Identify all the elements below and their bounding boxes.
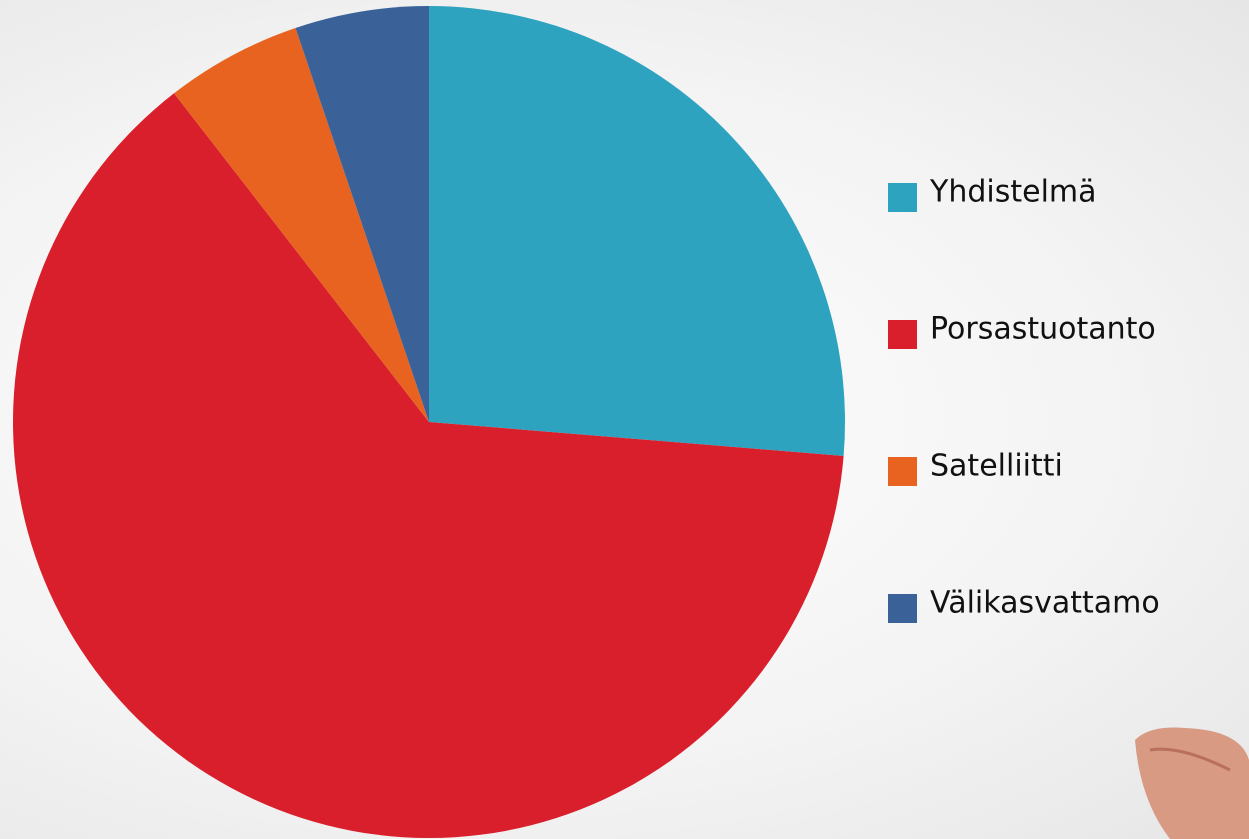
pie-slice: [174, 28, 429, 422]
pie-slice: [429, 6, 845, 456]
legend-swatch: [888, 594, 917, 623]
pig-ear: [1135, 727, 1249, 839]
legend-label: Porsastuotanto: [930, 312, 1156, 347]
pie-slice: [295, 6, 429, 422]
legend-swatch: [888, 457, 917, 486]
legend-swatch: [888, 183, 917, 212]
pig-image: [1135, 727, 1249, 839]
pie-slice: [12, 93, 844, 839]
legend-label: Välikasvattamo: [930, 586, 1160, 621]
legend-label: Satelliitti: [930, 449, 1063, 484]
pig-ear-line: [1149, 747, 1231, 772]
legend-swatch: [888, 320, 917, 349]
legend-label: Yhdistelmä: [929, 175, 1097, 210]
